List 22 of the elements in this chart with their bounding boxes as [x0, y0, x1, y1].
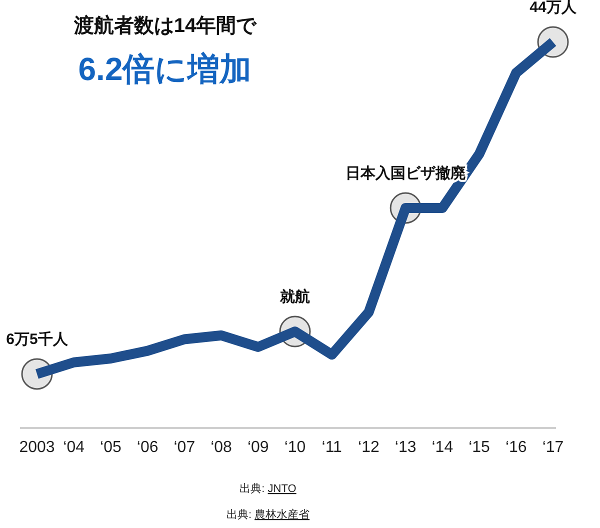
chart-subtitle: 6.2倍に増加	[78, 51, 252, 87]
annotation: 44万人	[530, 0, 578, 16]
x-tick-label: ‘10	[284, 439, 306, 456]
x-tick-label: ‘12	[358, 439, 380, 456]
x-tick-label: ‘05	[100, 439, 122, 456]
x-tick-label: ‘17	[542, 439, 564, 456]
x-tick-label: ‘15	[468, 439, 490, 456]
x-tick-label: ‘09	[247, 439, 269, 456]
source-note: 出典: JNTO	[240, 482, 297, 495]
annotation: 就航	[279, 288, 310, 306]
source-note: 出典: 農林水産省	[226, 508, 310, 521]
chart-title: 渡航者数は14年間で	[72, 14, 258, 37]
x-tick-label: ‘04	[63, 439, 85, 456]
x-tick-label: 2003	[19, 439, 55, 456]
x-tick-label: ‘08	[210, 439, 232, 456]
x-tick-label: ‘06	[136, 439, 158, 456]
x-tick-label: ‘14	[432, 439, 454, 456]
x-tick-label: ‘11	[322, 439, 342, 456]
x-tick-label: ‘13	[394, 439, 416, 456]
x-tick-label: ‘16	[505, 439, 527, 456]
annotation: 6万5千人	[6, 330, 69, 348]
x-tick-label: ‘07	[174, 439, 196, 456]
